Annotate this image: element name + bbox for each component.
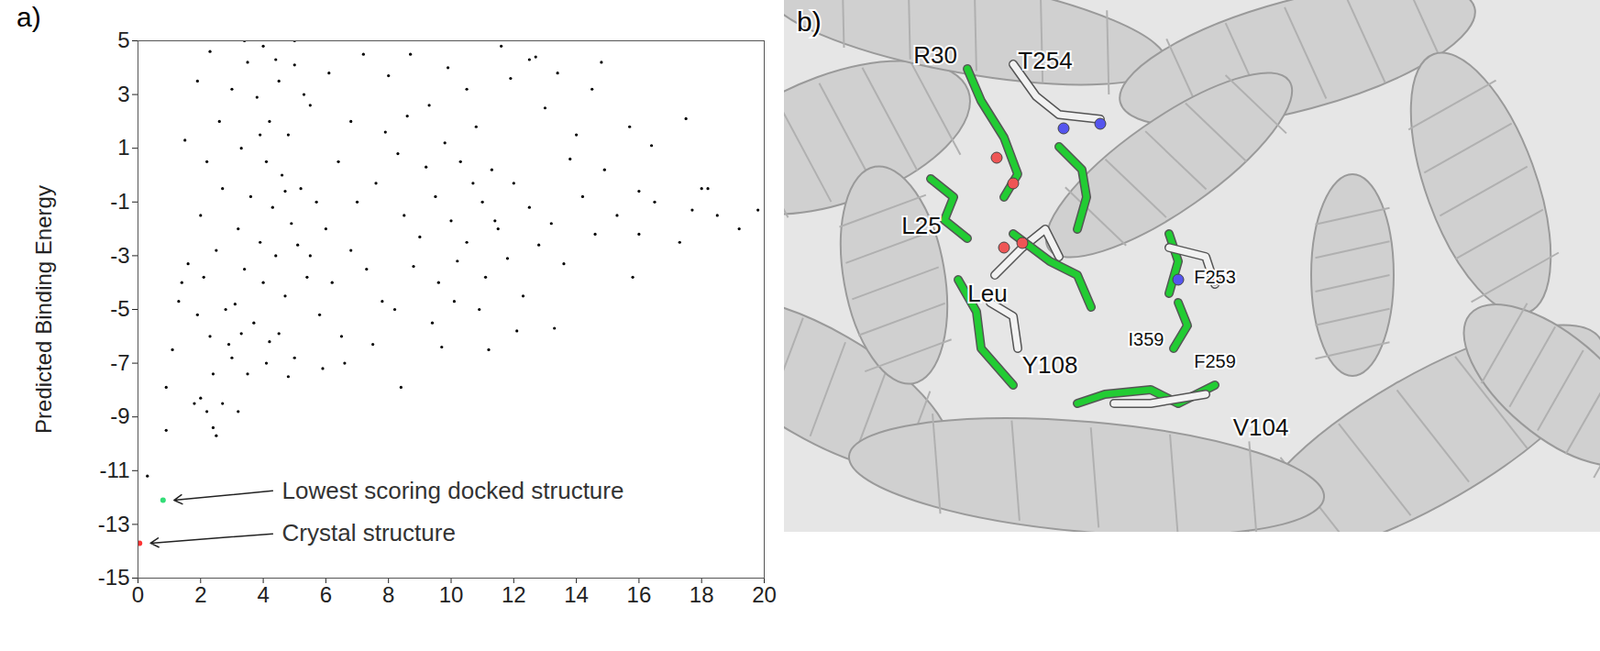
html-text:a): a) bbox=[16, 1, 41, 33]
svg-text:-3: -3 bbox=[110, 242, 130, 268]
svg-text:12: 12 bbox=[501, 582, 527, 607]
svg-text:3: 3 bbox=[117, 81, 130, 107]
svg-text:T254: T254 bbox=[1017, 46, 1072, 75]
svg-text:b): b) bbox=[796, 6, 822, 37]
svg-text:14: 14 bbox=[563, 582, 589, 607]
svg-text:18: 18 bbox=[689, 582, 715, 607]
svg-text:-5: -5 bbox=[110, 296, 130, 321]
svg-text:V104: V104 bbox=[1233, 413, 1290, 442]
svg-text:0: 0 bbox=[132, 582, 144, 607]
svg-text:Crystal structure: Crystal structure bbox=[282, 518, 456, 547]
svg-text:4: 4 bbox=[256, 582, 269, 607]
svg-text:I359: I359 bbox=[1128, 329, 1165, 350]
svg-text:6: 6 bbox=[320, 582, 332, 607]
svg-text:R30: R30 bbox=[913, 41, 958, 69]
svg-text:Lowest scoring docked structur: Lowest scoring docked structure bbox=[282, 476, 625, 505]
svg-text:8: 8 bbox=[382, 582, 395, 607]
svg-text:2: 2 bbox=[194, 582, 207, 607]
svg-text:-15: -15 bbox=[98, 564, 131, 590]
svg-text:L25: L25 bbox=[901, 211, 941, 240]
svg-text:F253: F253 bbox=[1193, 266, 1236, 287]
svg-text:10: 10 bbox=[439, 582, 464, 607]
svg-text:-11: -11 bbox=[99, 457, 131, 483]
svg-text:1: 1 bbox=[117, 134, 130, 160]
svg-text:5: 5 bbox=[117, 27, 130, 53]
svg-text:-7: -7 bbox=[110, 350, 130, 376]
svg-text:16: 16 bbox=[627, 582, 652, 607]
svg-text:20: 20 bbox=[751, 582, 777, 607]
svg-text:F259: F259 bbox=[1193, 351, 1236, 372]
svg-text:Y108: Y108 bbox=[1022, 351, 1079, 379]
svg-text:-13: -13 bbox=[98, 511, 131, 537]
svg-text:-1: -1 bbox=[110, 188, 130, 214]
svg-text:-9: -9 bbox=[110, 403, 130, 429]
svg-text:Leu: Leu bbox=[967, 279, 1007, 308]
svg-text:Predicted Binding Energy: Predicted Binding Energy bbox=[31, 185, 56, 434]
